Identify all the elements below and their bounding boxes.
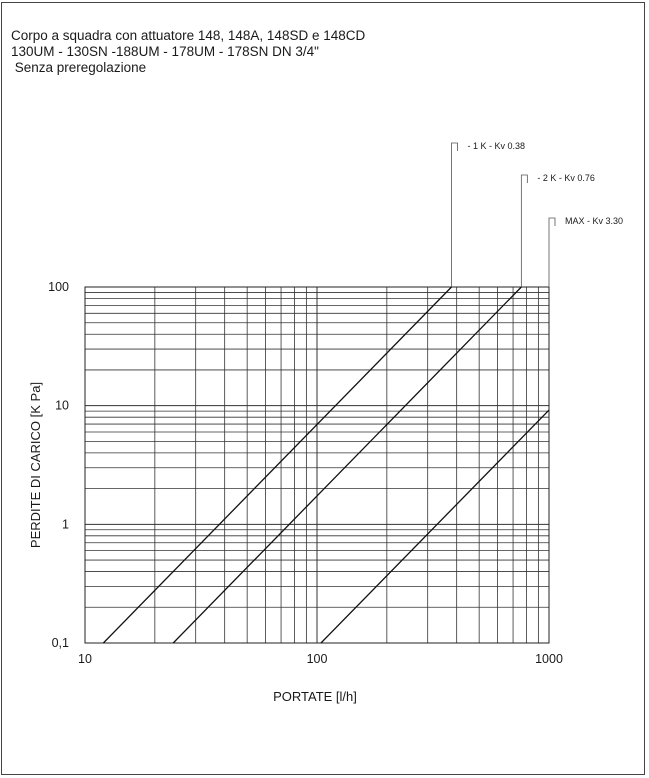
- legend-leader: [548, 217, 556, 287]
- legend-label: MAX - Kv 3.30: [565, 216, 623, 226]
- chart-legend: - 1 K - Kv 0.38 - 2 K - Kv 0.76 MAX - Kv 3…: [451, 141, 623, 287]
- x-tick-labels: 10 100 1000: [78, 652, 563, 666]
- legend-leader: [520, 174, 528, 287]
- series-line: [320, 409, 550, 644]
- plot-frame: [84, 286, 550, 644]
- y-tick-label: 100: [48, 280, 69, 294]
- chart-title: Corpo a squadra con attuatore 148, 148A,…: [11, 28, 365, 76]
- legend-leader: [451, 142, 458, 287]
- title-line-2: 130UM - 130SN -188UM - 178UM - 178SN DN …: [11, 44, 319, 59]
- y-tick-label: 1: [62, 517, 69, 531]
- title-line-3: Senza preregolazione: [11, 60, 147, 75]
- y-tick-label: 10: [55, 399, 69, 413]
- x-tick-label: 1000: [535, 652, 563, 666]
- title-line-1: Corpo a squadra con attuatore 148, 148A,…: [11, 28, 366, 43]
- legend-label: - 1 K - Kv 0.38: [468, 141, 526, 151]
- x-tick-label: 10: [78, 652, 92, 666]
- y-axis-label: PERDITE DI CARICO [K Pa]: [28, 382, 43, 548]
- series-line: [102, 286, 452, 644]
- chart-grid: [85, 287, 549, 643]
- y-tick-labels: 0,1 1 10 100: [48, 280, 69, 650]
- legend-label: - 2 K - Kv 0.76: [537, 173, 595, 183]
- x-axis-label: PORTATE [l/h]: [273, 689, 357, 704]
- series-line: [172, 286, 522, 644]
- x-tick-label: 100: [307, 652, 328, 666]
- y-tick-label: 0,1: [52, 636, 69, 650]
- chart-series: [102, 286, 550, 644]
